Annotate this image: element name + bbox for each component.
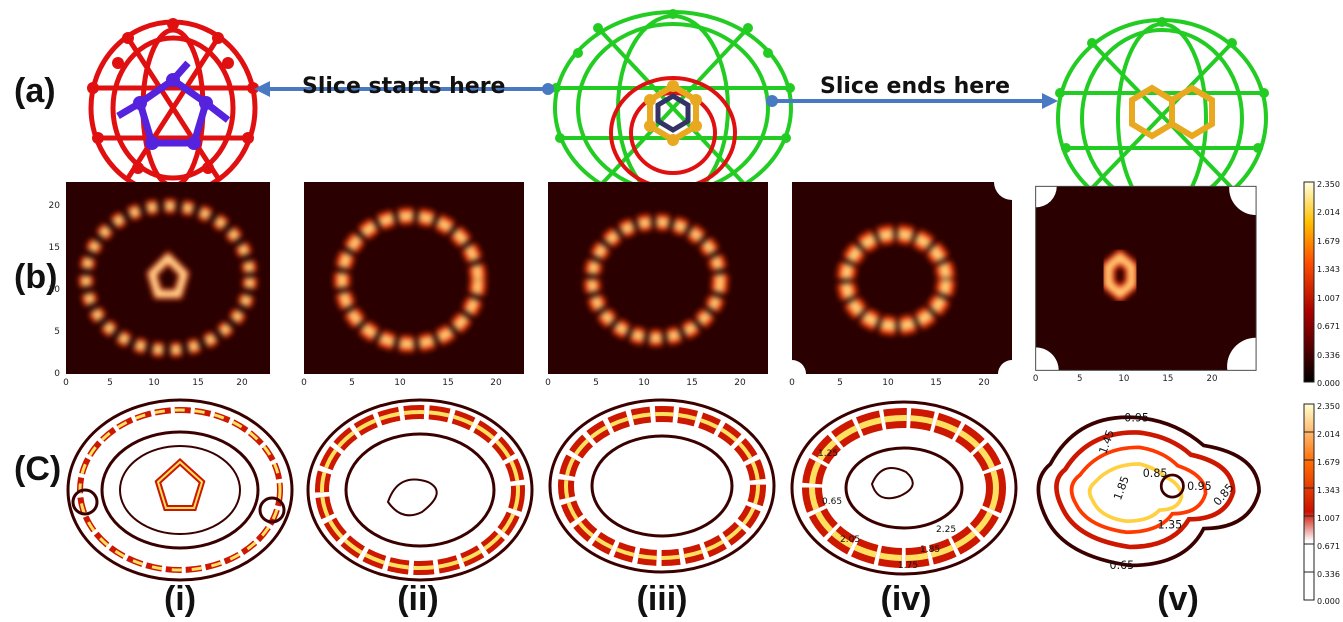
svg-text:5: 5 [1077,374,1082,384]
svg-text:2.014: 2.014 [1317,208,1340,217]
svg-text:0.65: 0.65 [1110,559,1135,572]
svg-text:15: 15 [49,243,60,253]
svg-text:1.25: 1.25 [818,449,838,459]
svg-text:10: 10 [882,378,894,388]
svg-text:0.671: 0.671 [1317,322,1340,331]
svg-text:0: 0 [54,369,60,379]
svg-text:1.35: 1.35 [1158,519,1183,532]
annotation-slice-end: Slice ends here [820,74,1010,99]
heatmap-ii: 0 5 10 15 20 [301,182,524,388]
green-red-cage-molecule [551,9,795,188]
svg-text:1.75: 1.75 [898,561,918,571]
contour-i [66,398,294,582]
svg-text:5: 5 [107,378,113,388]
svg-text:1.85: 1.85 [1111,474,1132,502]
svg-text:20: 20 [734,378,746,388]
svg-text:5: 5 [837,378,843,388]
svg-text:0.000: 0.000 [1317,597,1340,606]
svg-text:0.95: 0.95 [1124,411,1149,424]
svg-text:0.000: 0.000 [1317,379,1340,388]
svg-text:0: 0 [789,378,795,388]
svg-text:20: 20 [1207,374,1218,384]
svg-text:10: 10 [148,378,160,388]
svg-text:20: 20 [49,201,61,211]
panel-label-iv: (iv) [880,580,932,618]
contour-ii [306,398,534,582]
svg-text:0.336: 0.336 [1317,351,1340,360]
svg-text:0.85: 0.85 [1143,467,1168,480]
svg-text:20: 20 [490,378,502,388]
svg-text:5: 5 [54,327,60,337]
svg-text:10: 10 [49,285,61,295]
svg-text:15: 15 [442,378,453,388]
svg-text:0.65: 0.65 [822,497,842,507]
red-cage-molecule [87,18,259,188]
heatmap-i: 0 5 10 15 20 0 5 10 15 20 [49,182,270,388]
row-label-c: (C) [14,450,62,488]
panel-label-ii: (ii) [397,580,439,618]
panel-label-i: (i) [163,580,197,618]
svg-text:1.007: 1.007 [1317,514,1340,523]
svg-text:0: 0 [1033,374,1038,384]
svg-text:15: 15 [1162,374,1173,384]
row-label-b: (b) [14,258,58,296]
svg-text:0.95: 0.95 [1187,480,1212,493]
svg-text:0: 0 [63,378,69,388]
svg-text:0: 0 [301,378,307,388]
svg-text:2.05: 2.05 [840,535,860,545]
svg-text:20: 20 [236,378,248,388]
contour-iii [548,398,776,574]
svg-text:0.671: 0.671 [1317,542,1340,551]
svg-text:5: 5 [349,378,355,388]
svg-text:1.679: 1.679 [1317,458,1340,467]
svg-text:0: 0 [545,378,551,388]
contour-v: 0.95 1.45 1.85 0.85 0.95 0.85 1.35 0.65 [1036,411,1261,572]
svg-text:2.014: 2.014 [1317,430,1340,439]
heatmap-iv: 0 5 10 15 20 [784,180,1014,388]
colorbar-b: 2.350 2.014 1.679 1.343 1.007 0.671 0.33… [1302,180,1343,401]
svg-text:10: 10 [394,378,406,388]
panel-label-iii: (iii) [636,580,688,618]
heatmap-v: 0 5 10 15 20 [1033,185,1257,384]
svg-text:0.336: 0.336 [1317,570,1340,579]
svg-text:5: 5 [593,378,599,388]
annotation-slice-start: Slice starts here [302,74,506,99]
svg-text:1.679: 1.679 [1317,237,1340,246]
svg-text:15: 15 [686,378,697,388]
colorbar-c: 2.350 2.014 1.679 1.343 1.007 0.671 0.33… [1302,402,1343,613]
svg-text:20: 20 [978,378,990,388]
green-cage-molecule [1055,17,1269,188]
row-label-a: (a) [14,72,56,110]
svg-text:2.350: 2.350 [1317,180,1340,189]
contour-iv: 1.85 2.25 1.75 0.65 2.05 1.25 [790,400,1018,576]
arrow-end [766,93,1058,109]
svg-text:1.343: 1.343 [1317,486,1340,495]
svg-text:2.25: 2.25 [936,525,956,535]
svg-text:15: 15 [930,378,941,388]
heatmap-axis-ticks: 0 5 10 15 20 0 5 10 15 20 [49,201,248,388]
svg-text:1.85: 1.85 [920,545,940,555]
panel-label-v: (v) [1157,580,1199,618]
svg-text:10: 10 [638,378,650,388]
svg-text:1.343: 1.343 [1317,265,1340,274]
svg-text:15: 15 [192,378,203,388]
svg-text:10: 10 [1118,374,1129,384]
svg-text:2.350: 2.350 [1317,402,1340,411]
arrow-start [254,81,554,97]
svg-text:1.007: 1.007 [1317,294,1340,303]
heatmap-iii: 0 5 10 15 20 [545,182,768,388]
